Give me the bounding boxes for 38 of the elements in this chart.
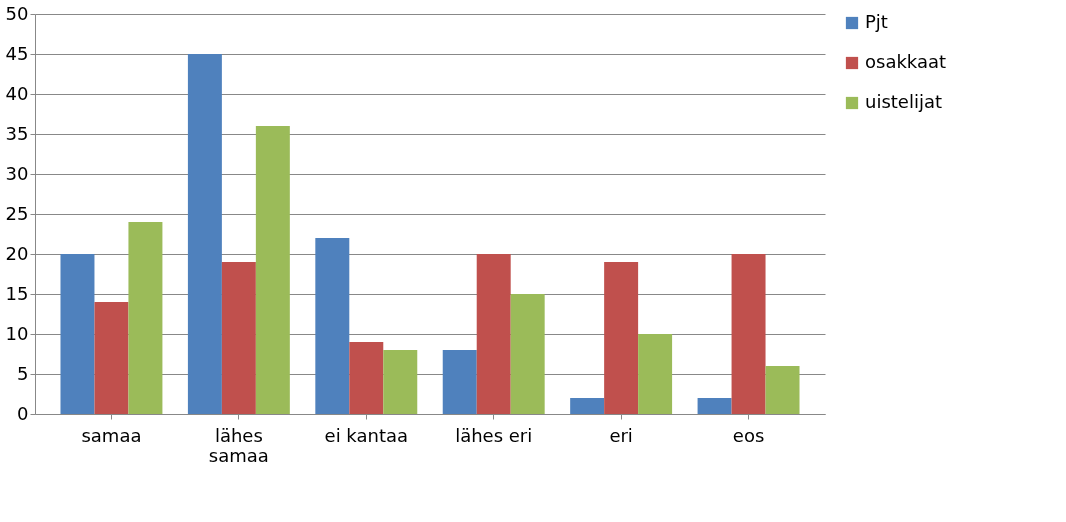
bar [476, 254, 511, 414]
bar [383, 350, 418, 414]
bar [442, 350, 477, 414]
legend-label: Pjt [865, 11, 888, 32]
y-tick-label: 40 [5, 82, 29, 104]
bar [638, 334, 673, 414]
bar [510, 294, 545, 414]
bar [128, 222, 163, 414]
bar [349, 342, 384, 414]
bar [94, 302, 129, 414]
y-tick-label: 5 [17, 362, 29, 384]
y-tick-label: 15 [5, 282, 29, 304]
y-tick-label: 50 [5, 2, 29, 24]
x-tick-label: lähes eri [455, 424, 533, 446]
y-tick-label: 10 [5, 322, 29, 344]
x-tick-label: eri [609, 424, 633, 446]
x-tick-label: eos [732, 424, 765, 446]
bar [60, 254, 95, 414]
legend-label: osakkaat [865, 51, 947, 72]
x-tick-label: ei kantaa [324, 424, 409, 446]
bar [765, 366, 800, 414]
x-tick-label: samaa [81, 424, 142, 446]
legend-label: uistelijat [865, 91, 943, 112]
bar [315, 238, 350, 414]
x-tick-label: lähes samaa [208, 424, 269, 466]
y-tick-label: 30 [5, 162, 29, 184]
y-tick-label: 35 [5, 122, 29, 144]
y-tick-label: 0 [17, 402, 29, 424]
bar [604, 262, 639, 414]
bar [255, 126, 290, 414]
y-tick-label: 20 [5, 242, 29, 264]
bar [731, 254, 766, 414]
bar [187, 54, 222, 414]
bar [570, 398, 605, 414]
y-tick-label: 45 [5, 42, 29, 64]
bar [221, 262, 256, 414]
bar [697, 398, 732, 414]
y-tick-label: 25 [5, 202, 29, 224]
